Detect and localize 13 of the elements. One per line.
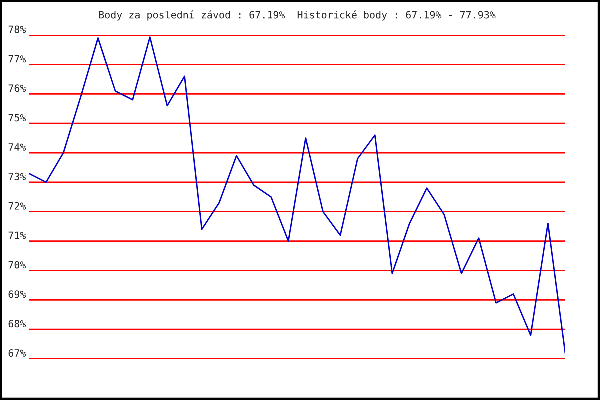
y-tick-label: 73%: [8, 172, 26, 180]
y-tick-label: 71%: [8, 232, 26, 240]
y-tick-label: 70%: [8, 261, 26, 269]
y-tick-label: 76%: [8, 84, 26, 92]
y-tick-label: 77%: [8, 55, 26, 63]
chart-title: Body za poslední závod : 67.19% Historické body : 67.19% - 77.93%: [99, 10, 496, 21]
y-tick-label: 68%: [8, 320, 26, 328]
y-tick-label: 74%: [8, 144, 26, 151]
y-tick-label: 69%: [8, 290, 26, 298]
y-tick-label: 67%: [8, 350, 26, 358]
y-tick-label: 72%: [8, 202, 26, 210]
y-tick-label: 75%: [8, 114, 26, 122]
y-tick-label: 78%: [8, 26, 26, 34]
